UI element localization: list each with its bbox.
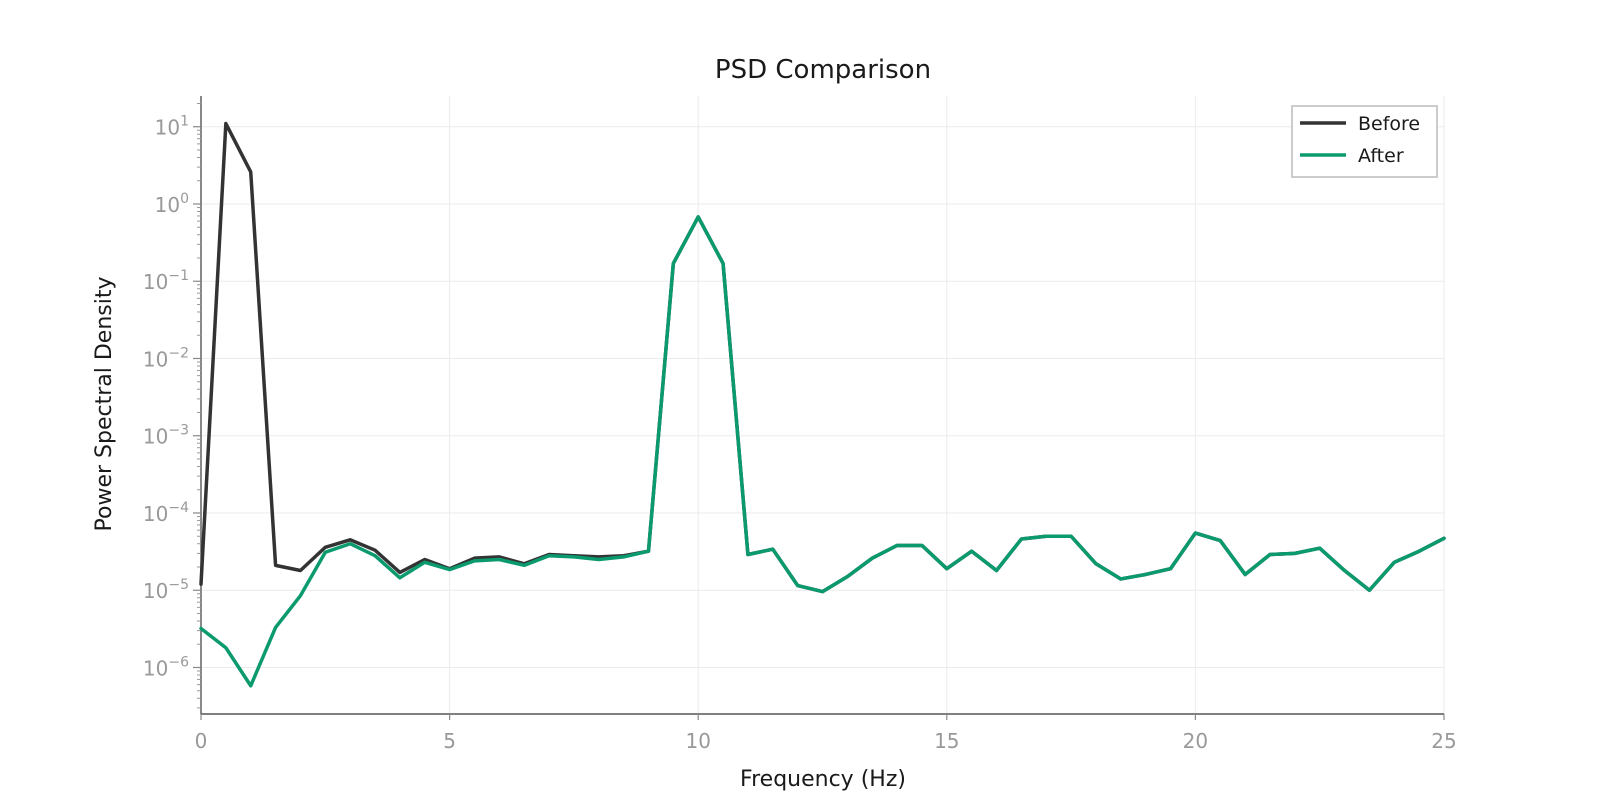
chart-title: PSD Comparison (715, 55, 931, 85)
x-tick-label: 10 (685, 729, 710, 753)
tick-marks: 0 5 10 15 20 25 101 100 10−1 10−2 10−3 10−4 10−5 10−6 (143, 102, 1457, 753)
y-axis-label: Power Spectral Density (92, 277, 117, 532)
x-axis-label: Frequency (Hz) (740, 767, 906, 792)
y-tick-label: 10−5 (143, 577, 189, 603)
series-line-after (199, 215, 1446, 688)
legend-label-before: Before (1358, 113, 1420, 135)
legend: Before After (1291, 105, 1438, 178)
y-tick-label: 10−4 (143, 500, 189, 526)
series-lines (199, 121, 1446, 688)
legend-box (1291, 105, 1438, 178)
x-tick-label: 25 (1431, 729, 1456, 753)
series-line-before (199, 121, 1446, 594)
y-tick-label: 10−2 (143, 345, 189, 371)
y-tick-label: 10−1 (143, 268, 189, 294)
axes (200, 96, 1444, 715)
y-tick-label: 101 (155, 114, 189, 140)
legend-label-after: After (1358, 145, 1404, 167)
x-tick-label: 15 (934, 729, 959, 753)
y-tick-label: 10−6 (143, 654, 189, 680)
x-tick-label: 5 (443, 729, 456, 753)
y-tick-label: 10−3 (143, 423, 189, 449)
grid-lines (200, 96, 1445, 714)
y-tick-label: 100 (155, 191, 189, 217)
x-tick-label: 20 (1183, 729, 1208, 753)
x-tick-label: 0 (195, 729, 208, 753)
